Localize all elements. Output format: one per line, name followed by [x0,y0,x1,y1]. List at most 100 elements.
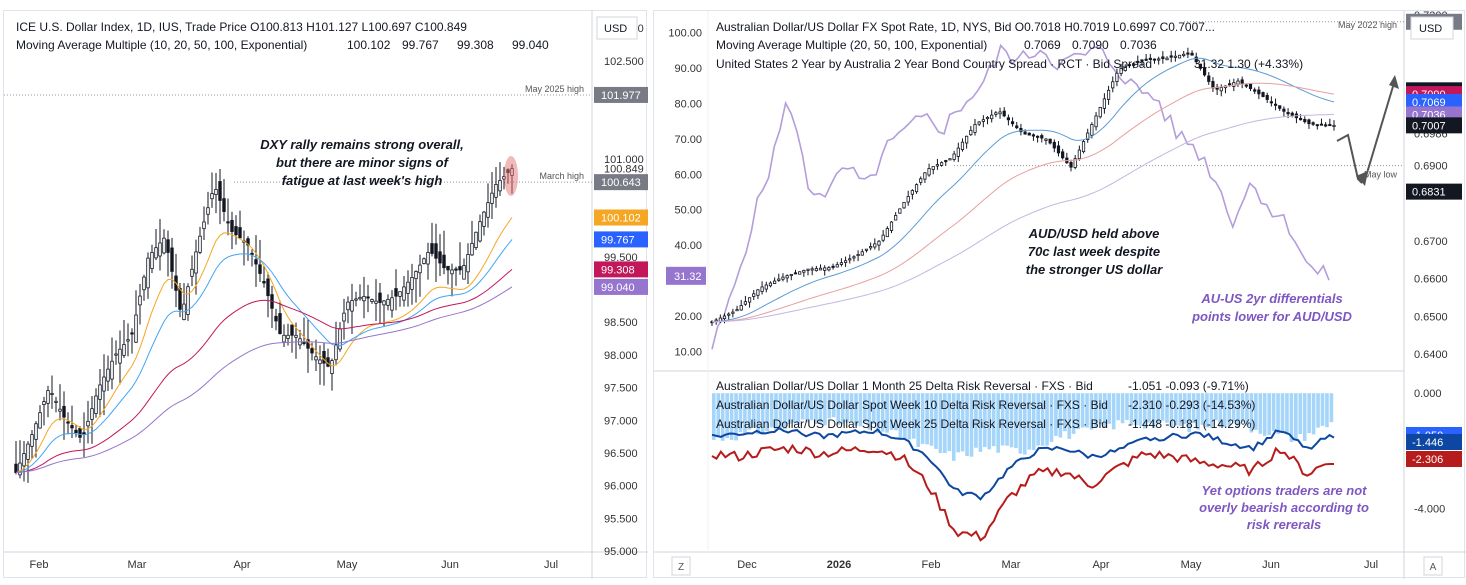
price-tag-bg [594,231,648,248]
legend-rr-1m-value: -1.051 -0.093 (-9.71%) [1128,379,1249,393]
rr-1m-bar [1240,393,1245,423]
audusd-candle-body [1219,87,1223,92]
audusd-candle-body [1190,52,1194,56]
audusd-candle-body [1273,103,1278,106]
rr-1m-bar [943,393,947,454]
legend-ma-value: 0.7069 [1024,38,1061,52]
dxy-candle-body [54,400,58,403]
rr-1m-bar [1262,393,1267,436]
audusd-candle-body [843,260,848,263]
audusd-candle-body [1098,106,1102,118]
rr-1m-bar [969,393,974,457]
rr-1m-bar [903,393,907,440]
audusd-candle-body [818,267,823,271]
audusd-candle-body [927,168,931,176]
dxy-candle-body [190,268,194,277]
audusd-candle-body [869,246,873,249]
audusd-candle-body [1169,55,1173,58]
price-tag[interactable]: 99.308 [594,261,648,278]
price-tag[interactable]: 100.643 [594,174,648,191]
rr-1m-bar [1245,393,1249,426]
dxy-candle-body [378,292,382,303]
rr-1m-bar [1094,393,1098,428]
rr-1m-bar [743,393,747,434]
audusd-candle-body [1010,121,1015,125]
rr-1m-bar [765,393,769,432]
rr-1m-bar [1098,393,1103,425]
audusd-candle-body [990,114,994,120]
rr-1m-bar [1329,393,1334,423]
x-tick-label: Mar [128,559,147,571]
rr-1m-bar [1142,393,1147,429]
price-tag[interactable]: 99.767 [594,231,648,248]
rr-1m-bar [1102,393,1107,428]
price-tag[interactable]: 0.6831 [1406,183,1462,200]
audusd-candle-body [948,158,952,161]
price-tag[interactable]: 99.040 [594,278,648,295]
audusd-chart-panel[interactable]: May 2022 high May low 100.00 90.00 80.00 70.0… [653,10,1466,579]
audusd-candle-body [898,208,902,214]
audusd-candle-body [885,228,889,238]
rr-1m-bar [880,393,885,432]
spread-price-tag[interactable]: 31.32 [666,266,706,285]
audusd-candle-body [1036,135,1040,138]
audusd-candle-body [1090,124,1094,136]
price-tag[interactable]: 101.977 [594,86,648,103]
rr-1m-bar [849,393,854,422]
dxy-candle-body [70,425,74,429]
rr-1m-bar [1045,393,1049,446]
audusd-candle-body [777,278,781,281]
rr-1m-bar [1285,393,1289,434]
auto-scale-button[interactable] [1423,556,1443,576]
rr-25d-line [711,426,1335,501]
annotation-text: AUD/USD held above [1028,226,1160,241]
dxy-candle-body [258,264,262,274]
y-tick-label: 0.6400 [1414,349,1448,361]
dxy-candle-body [394,288,398,297]
audusd-candle-body [1027,132,1031,136]
audusd-candle-body [798,271,802,275]
projection-up-arrowhead [1389,75,1399,89]
dxy-candle-body [162,237,166,254]
currency-button[interactable] [596,16,638,40]
price-tag[interactable]: 100.102 [594,209,648,226]
x-tick-label: Jun [441,559,459,571]
dxy-candle-body [314,356,318,361]
audusd-candle-body [952,153,956,160]
price-tag[interactable]: 0.7007 [1406,117,1462,134]
price-tag[interactable]: -2.306 [1406,451,1462,467]
audusd-candle-body [1303,119,1307,123]
dxy-candle-body [58,408,62,412]
dxy-candle-body [82,432,86,435]
audusd-candle-body [1157,58,1161,61]
rr-1m-bar [1156,393,1160,425]
price-tag[interactable]: -1.446 [1406,434,1462,450]
dxy-candle-body [86,420,90,427]
price-tag[interactable]: 0.7069 [1406,93,1462,110]
audusd-candle-body [1207,75,1211,82]
rr-1m-bar [894,393,898,431]
currency-button[interactable] [1410,16,1454,40]
audusd-chart[interactable]: May 2022 high May low 100.00 90.00 80.00 70.0… [654,10,1466,579]
annotation-spread-text: points lower for AUD/USD [1191,309,1352,324]
zoom-button[interactable] [671,556,691,576]
rr-1m-bar [1165,393,1169,423]
rr-1m-bar [778,393,783,428]
annotation-text: DXY rally remains strong overall, [260,137,464,152]
y-tick-label: 97.500 [604,383,638,395]
price-tag-bg [594,261,648,278]
dxy-candle-body [430,243,434,254]
audusd-candle-body [877,240,881,246]
rr-1m-bar [734,393,738,441]
audusd-candle-body [960,141,965,150]
dxy-candle-body [170,247,174,272]
audusd-candle-body [1319,123,1324,126]
dxy-candle-body [114,353,118,356]
audusd-candle-body [864,248,869,251]
legend-rr-25d-value: -1.448 -0.181 (-14.29%) [1128,417,1255,431]
dxy-candle-body [218,181,222,201]
dxy-candle-body [30,434,34,447]
legend-spread-value: 31.32 1.30 (+4.33%) [1194,57,1303,71]
